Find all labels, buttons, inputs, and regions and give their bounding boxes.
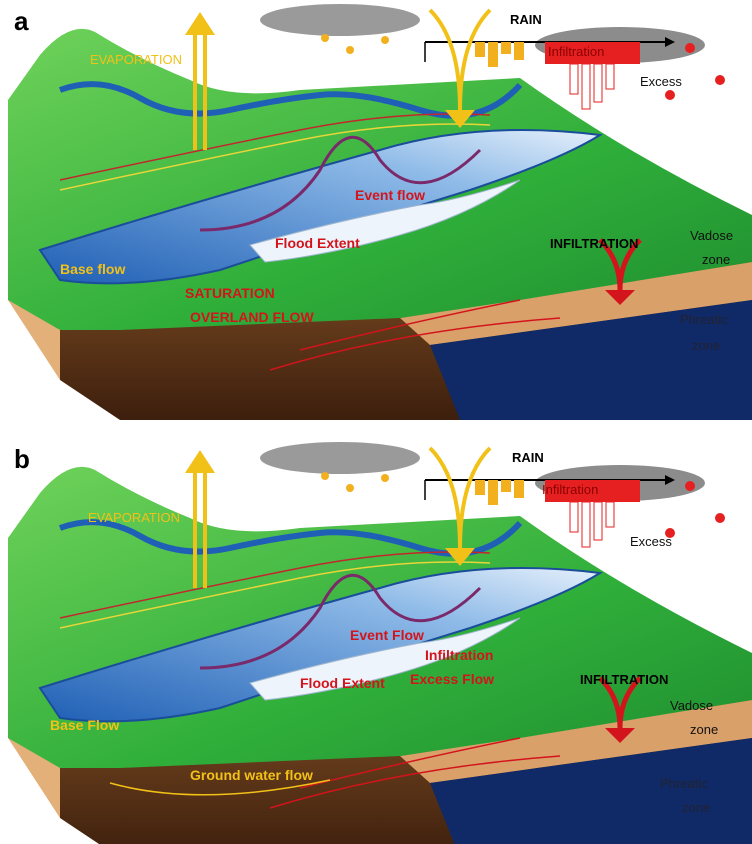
landscape <box>8 442 752 844</box>
rain-label: RAIN <box>512 450 544 465</box>
phreatic-label: zone <box>682 800 710 815</box>
evaporation-label: EVAPORATION <box>88 510 180 525</box>
base-flow-label: Base flow <box>60 261 125 277</box>
evaporation-label: EVAPORATION <box>90 52 182 67</box>
overland-flow-label: SATURATION <box>185 285 275 301</box>
flood-extent-label: Flood Extent <box>275 235 360 251</box>
panel-b: b RAIN Infiltration Excess EVAPORATION E… <box>8 442 752 844</box>
overland-flow-label: OVERLAND FLOW <box>190 309 314 325</box>
event-flow-label: Event Flow <box>350 627 424 643</box>
excess-flow-label: Excess Flow <box>410 671 494 687</box>
phreatic-label: zone <box>692 338 720 353</box>
flood-extent-label: Flood Extent <box>300 675 385 691</box>
panel-a: a RAIN Infiltration Excess EVAPORATION E… <box>8 4 752 420</box>
panel-label: a <box>14 6 29 36</box>
vadose-label: Vadose <box>690 228 733 243</box>
event-flow-label: Event flow <box>355 187 425 203</box>
phreatic-label: Phreatic <box>680 312 728 327</box>
infiltration-zone-label: INFILTRATION <box>580 672 668 687</box>
vadose-label: Vadose <box>670 698 713 713</box>
excess-flow-label: Infiltration <box>425 647 493 663</box>
excess-label: Excess <box>630 534 672 549</box>
excess-label: Excess <box>640 74 682 89</box>
panel-label: b <box>14 444 30 474</box>
infiltration-zone-label: INFILTRATION <box>550 236 638 251</box>
phreatic-label: Phreatic <box>660 776 708 791</box>
vadose-label: zone <box>702 252 730 267</box>
base-flow-label: Base Flow <box>50 717 119 733</box>
rain-label: RAIN <box>510 12 542 27</box>
vadose-label: zone <box>690 722 718 737</box>
ground-water-label: Ground water flow <box>190 767 313 783</box>
infiltration-label: Infiltration <box>548 44 604 59</box>
figure: a RAIN Infiltration Excess EVAPORATION E… <box>0 0 752 844</box>
infiltration-label: Infiltration <box>542 482 598 497</box>
